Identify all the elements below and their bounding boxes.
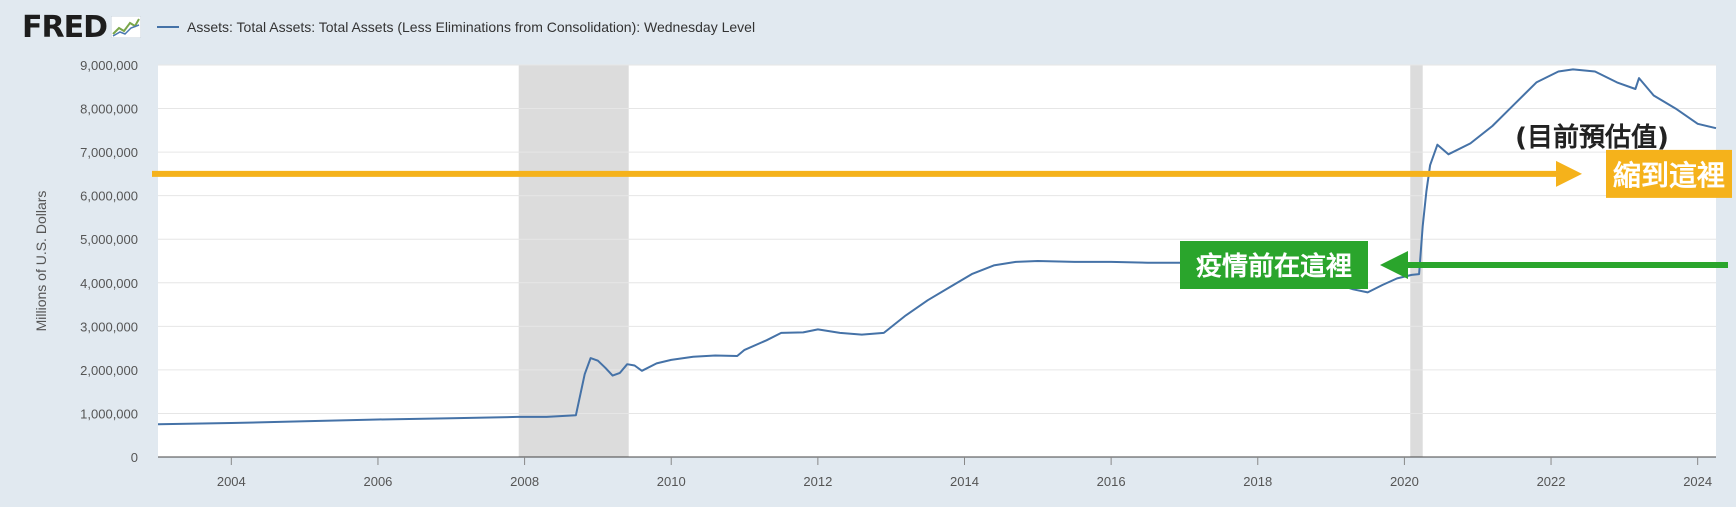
recession-band bbox=[518, 65, 629, 457]
series-line bbox=[157, 68, 1717, 426]
y-tick-label: 8,000,000 bbox=[80, 102, 138, 117]
y-tick-label: 3,000,000 bbox=[80, 319, 138, 334]
x-tick-label: 2012 bbox=[803, 474, 832, 489]
y-tick-label: 1,000,000 bbox=[80, 406, 138, 421]
green-label-box bbox=[1180, 241, 1368, 289]
x-tick-label: 2022 bbox=[1537, 474, 1566, 489]
orange-arrow-head bbox=[1556, 160, 1582, 187]
x-tick-label: 2018 bbox=[1243, 474, 1272, 489]
x-tick-label: 2004 bbox=[217, 474, 246, 489]
chart-header: FRED Assets: Total Assets: Total Assets … bbox=[22, 9, 756, 45]
y-tick-label: 9,000,000 bbox=[80, 58, 138, 73]
plot-area bbox=[158, 65, 1716, 457]
y-tick-label: 4,000,000 bbox=[80, 276, 138, 291]
y-tick-label: 2,000,000 bbox=[80, 363, 138, 378]
x-tick-label: 2006 bbox=[363, 474, 392, 489]
annotation-estimate-label: (目前預估值) bbox=[1515, 122, 1669, 153]
annotation-shrink-label: 縮到這裡 bbox=[1613, 159, 1725, 192]
y-axis-label: Millions of U.S. Dollars bbox=[33, 191, 49, 332]
x-tick-label: 2024 bbox=[1683, 474, 1712, 489]
x-tick-label: 2008 bbox=[510, 474, 539, 489]
recession-band bbox=[1410, 65, 1423, 457]
x-tick-label: 2016 bbox=[1097, 474, 1126, 489]
orange-label-box bbox=[1606, 149, 1732, 198]
fred-logo[interactable]: FRED bbox=[22, 9, 108, 45]
green-arrow-head bbox=[1380, 251, 1408, 279]
x-tick-label: 2010 bbox=[657, 474, 686, 489]
x-tick-label: 2020 bbox=[1390, 474, 1419, 489]
annotation-prepandemic-label: 疫情前在這裡 bbox=[1196, 251, 1352, 282]
fred-graph-icon bbox=[111, 16, 141, 38]
y-tick-label: 0 bbox=[131, 450, 138, 465]
x-tick-label: 2014 bbox=[950, 474, 979, 489]
y-tick-label: 5,000,000 bbox=[80, 232, 138, 247]
y-tick-label: 6,000,000 bbox=[80, 189, 138, 204]
series-title[interactable]: Assets: Total Assets: Total Assets (Less… bbox=[187, 19, 756, 35]
y-tick-label: 7,000,000 bbox=[80, 145, 138, 160]
legend-line-swatch bbox=[157, 26, 179, 28]
